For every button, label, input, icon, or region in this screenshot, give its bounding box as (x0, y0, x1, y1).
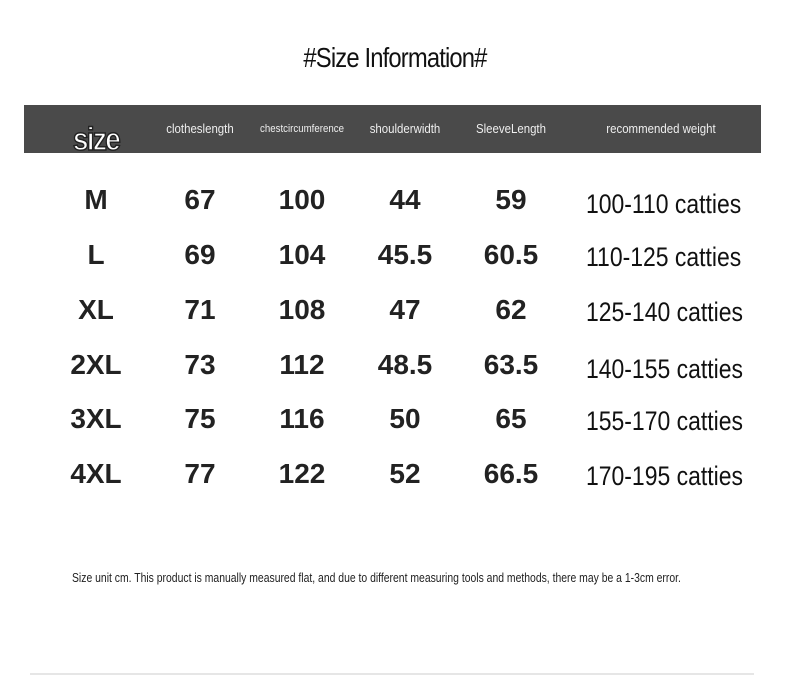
weight-cell: 140-155 catties (586, 353, 743, 384)
sleeve-cell: 63.5 (483, 349, 539, 380)
header-cell: shoulder width (361, 105, 449, 153)
length-cell: 73 (184, 349, 216, 380)
header-cell: clothes length (156, 105, 244, 153)
table-header: size clothes length chest circumference shoul… (24, 105, 761, 156)
chest-cell: 122 (278, 458, 326, 489)
weight-cell: 170-195 catties (586, 460, 743, 491)
sleeve-cell: 65 (495, 403, 527, 434)
weight-cell: 155-170 catties (586, 405, 743, 436)
length-cell: 69 (184, 239, 216, 270)
divider (30, 673, 754, 675)
header-cell: size (52, 105, 140, 163)
table-row: L 69 104 45.5 60.5 110-125 catties (0, 235, 790, 275)
size-cell: XL (78, 294, 114, 325)
header-label: width (413, 121, 441, 136)
table-row: M 67 100 44 59 100-110 catties (0, 180, 790, 220)
weight-cell: 110-125 catties (586, 241, 742, 272)
table-row: 2XL 73 112 48.5 63.5 140-155 catties (0, 345, 790, 385)
weight-cell: 100-110 catties (586, 188, 742, 219)
measurement-note: Size unit cm. This product is manually m… (72, 570, 681, 585)
header-label: recommended weight (606, 121, 716, 136)
sleeve-cell: 60.5 (483, 239, 539, 270)
shoulder-cell: 44 (389, 184, 421, 215)
header-label: clothes (166, 121, 203, 136)
size-cell: M (84, 184, 108, 215)
length-cell: 75 (184, 403, 216, 434)
table-row: 4XL 77 122 52 66.5 170-195 catties (0, 454, 790, 494)
header-label: Length (510, 121, 546, 136)
header-label: shoulder (369, 121, 414, 136)
shoulder-cell: 47 (389, 294, 421, 325)
header-label: chest (260, 122, 284, 135)
length-cell: 71 (184, 294, 216, 325)
chest-cell: 112 (279, 349, 325, 380)
header-cell: Sleeve Length (467, 105, 555, 153)
sleeve-cell: 59 (495, 184, 527, 215)
size-cell: 4XL (70, 458, 122, 489)
chest-cell: 104 (278, 239, 326, 270)
length-cell: 67 (184, 184, 216, 215)
header-cell: chest circumference (254, 105, 351, 153)
page-title: #Size Information# (303, 42, 487, 73)
size-cell: L (87, 239, 105, 270)
shoulder-cell: 50 (389, 403, 421, 434)
weight-cell: 125-140 catties (586, 296, 743, 327)
table-row: XL 71 108 47 62 125-140 catties (0, 290, 790, 330)
shoulder-cell: 52 (389, 458, 421, 489)
length-cell: 77 (184, 458, 216, 489)
shoulder-cell: 45.5 (377, 239, 433, 270)
sleeve-cell: 62 (495, 294, 527, 325)
header-cell: recommended weight (582, 105, 740, 153)
header-label: length (202, 121, 234, 136)
header-label: circumference (283, 122, 344, 135)
header-label: Sleeve (476, 121, 511, 136)
chest-cell: 100 (278, 184, 326, 215)
shoulder-cell: 48.5 (377, 349, 433, 380)
size-cell: 3XL (70, 403, 122, 434)
table-row: 3XL 75 116 50 65 155-170 catties (0, 399, 790, 439)
sleeve-cell: 66.5 (483, 458, 539, 489)
chest-cell: 108 (278, 294, 326, 325)
header-label: size (72, 121, 121, 157)
chest-cell: 116 (279, 403, 325, 434)
size-cell: 2XL (70, 349, 122, 380)
